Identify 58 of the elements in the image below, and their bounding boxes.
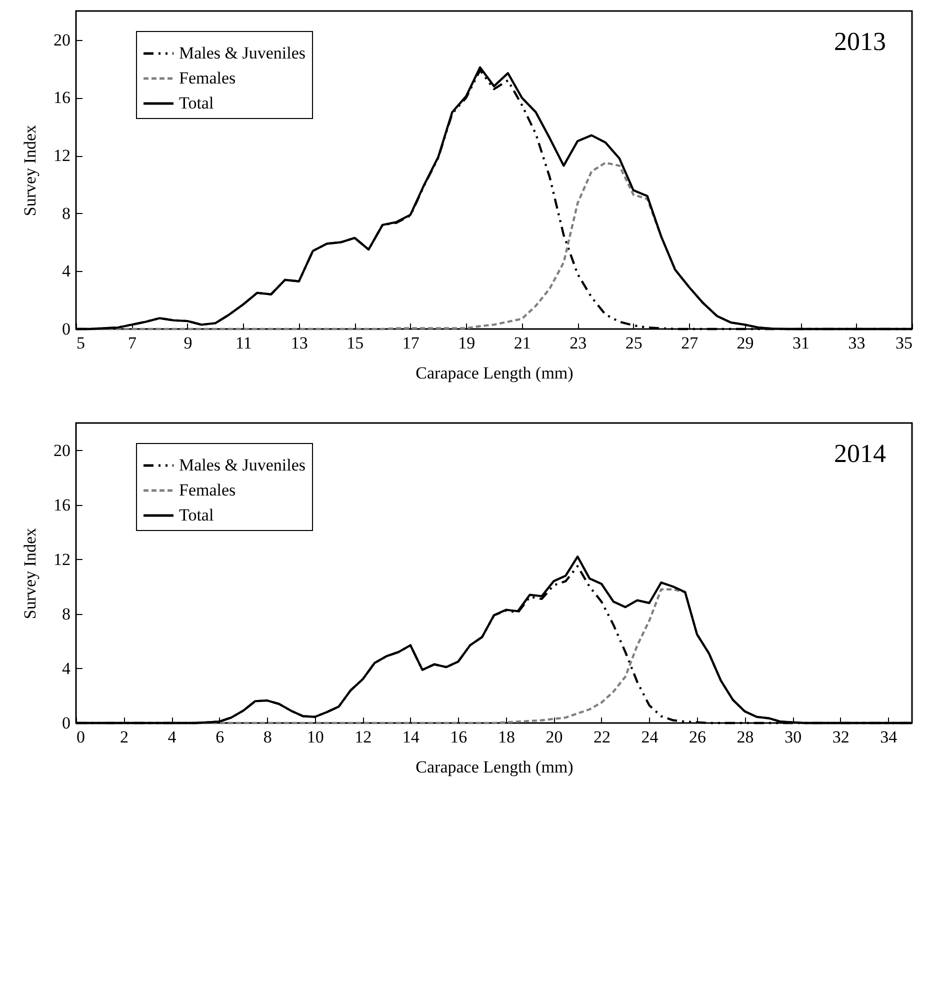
legend-label: Females — [179, 68, 236, 88]
legend-label: Total — [179, 94, 214, 112]
y-tick-label: 16 — [54, 495, 70, 514]
x-tick-label: 33 — [848, 334, 866, 352]
y-tick-label: 4 — [62, 658, 71, 678]
y-axis-title: Survey Index — [20, 527, 40, 620]
y-tick-label: 12 — [54, 550, 70, 569]
x-tick-label: 5 — [76, 334, 85, 352]
x-axis-title: Carapace Length (mm) — [416, 758, 574, 776]
y-tick-label: 16 — [54, 88, 70, 108]
y-tick-label: 8 — [62, 204, 70, 223]
annotation: 2014 — [834, 439, 886, 468]
x-tick-label: 19 — [458, 334, 476, 352]
x-tick-label: 15 — [346, 334, 364, 352]
x-tick-label: 7 — [128, 334, 137, 352]
legend-label: Males & Juveniles — [179, 44, 306, 62]
x-tick-label: 9 — [184, 334, 192, 352]
x-tick-label: 23 — [570, 334, 587, 352]
x-tick-label: 21 — [514, 334, 531, 352]
y-tick-label: 20 — [54, 440, 70, 460]
x-tick-label: 34 — [880, 728, 898, 746]
x-tick-label: 17 — [402, 334, 420, 352]
x-tick-label: 30 — [784, 728, 802, 746]
x-tick-label: 25 — [625, 334, 642, 352]
x-tick-label: 28 — [736, 728, 754, 746]
x-tick-label: 24 — [641, 728, 659, 746]
y-tick-label: 12 — [54, 146, 70, 166]
x-tick-label: 29 — [736, 334, 754, 352]
y-tick-label: 8 — [62, 604, 70, 624]
x-tick-label: 6 — [216, 728, 224, 746]
legend-label: Females — [179, 480, 236, 500]
x-tick-label: 2 — [120, 728, 129, 746]
x-tick-label: 14 — [402, 728, 420, 746]
x-tick-label: 10 — [306, 728, 324, 746]
x-tick-label: 26 — [689, 728, 706, 746]
x-tick-label: 8 — [263, 728, 272, 746]
x-tick-label: 16 — [450, 728, 468, 746]
x-tick-label: 22 — [593, 728, 610, 746]
x-tick-label: 13 — [290, 334, 308, 352]
x-tick-label: 4 — [168, 728, 177, 746]
y-tick-label: 20 — [54, 30, 70, 50]
y-tick-label: 0 — [62, 320, 70, 338]
legend-label: Total — [179, 506, 214, 524]
x-tick-label: 12 — [354, 728, 372, 746]
x-tick-label: 31 — [792, 334, 810, 352]
x-axis-title: Carapace Length (mm) — [416, 364, 574, 382]
x-tick-label: 35 — [896, 334, 912, 352]
y-axis-title: Survey Index — [20, 124, 40, 216]
x-tick-label: 11 — [236, 334, 252, 352]
x-tick-label: 27 — [681, 334, 699, 352]
annotation: 2013 — [834, 27, 886, 56]
x-tick-label: 0 — [76, 728, 85, 746]
x-tick-label: 20 — [546, 728, 563, 746]
y-tick-label: 4 — [62, 262, 71, 281]
legend-label: Males & Juveniles — [179, 456, 306, 474]
x-tick-label: 32 — [832, 728, 850, 746]
x-tick-label: 18 — [498, 728, 515, 746]
y-tick-label: 0 — [62, 714, 70, 732]
